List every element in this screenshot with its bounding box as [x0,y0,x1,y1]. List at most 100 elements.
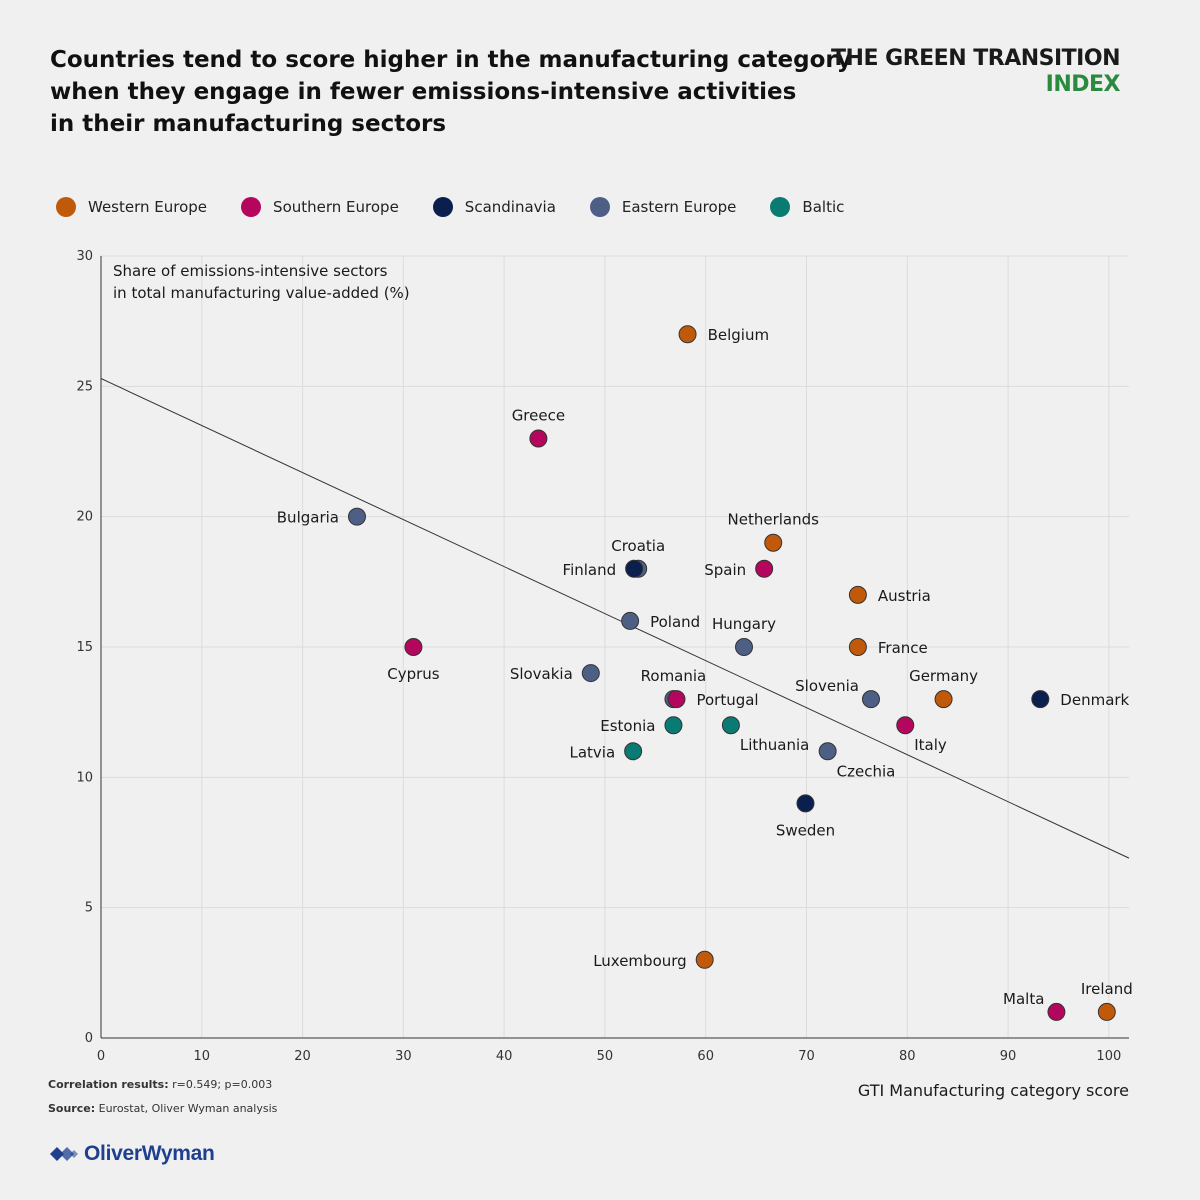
title-line-2: when they engage in fewer emissions-inte… [50,79,797,105]
point-label-romania: Romania [641,667,707,685]
point-label-estonia: Estonia [600,717,655,735]
title-line-1: Countries tend to score higher in the ma… [50,47,852,73]
x-tick-label: 20 [294,1049,311,1064]
point-belgium [678,325,697,344]
point-france [848,638,867,656]
point-germany [934,690,953,709]
y-tick-label: 15 [76,640,93,655]
brand-line-2: INDEX [1045,72,1121,97]
point-denmark [1031,690,1050,709]
x-tick-label: 0 [97,1049,105,1064]
point-cyprus [404,638,423,656]
point-lithuania [721,716,740,735]
source-note: Source: Eurostat, Oliver Wyman analysis [48,1102,277,1115]
point-bulgaria [347,507,366,526]
point-label-greece: Greece [512,406,565,424]
point-label-slovakia: Slovakia [510,665,573,683]
x-axis-label: GTI Manufacturing category score [857,1081,1129,1100]
source-value: Eurostat, Oliver Wyman analysis [98,1102,278,1115]
legend-swatch [56,197,76,217]
point-ireland [1097,1002,1116,1021]
point-label-denmark: Denmark [1060,691,1129,709]
y-tick-label: 5 [85,901,93,916]
point-label-croatia: Croatia [611,537,665,555]
y-tick-label: 0 [85,1031,93,1046]
oliver-wyman-mark-icon [50,1147,78,1161]
page-title: Countries tend to score higher in the ma… [50,44,852,140]
point-label-austria: Austria [878,587,931,605]
point-netherlands [764,533,783,552]
point-slovenia [861,690,880,709]
point-label-spain: Spain [704,561,746,579]
point-portugal [667,690,686,709]
point-label-sweden: Sweden [776,821,835,839]
legend-item-southern-europe: Southern Europe [241,197,399,217]
point-label-ireland: Ireland [1081,980,1133,998]
oliver-wyman-logo: OliverWyman [50,1140,215,1168]
point-label-luxembourg: Luxembourg [593,952,687,970]
y-axis-label: Share of emissions-intensive sectors [113,262,388,280]
point-greece [529,429,548,448]
legend-swatch [241,197,262,217]
title-line-3: in their manufacturing sectors [50,111,447,137]
x-tick-label: 50 [597,1049,614,1064]
point-label-malta: Malta [1003,990,1044,1008]
point-malta [1047,1002,1066,1021]
x-tick-label: 80 [899,1049,916,1064]
correlation-note: Correlation results: r=0.549; p=0.003 [48,1078,272,1091]
legend-label: Western Europe [88,198,208,216]
brand-logo: THE GREEN TRANSITION INDEX [831,46,1120,98]
point-label-bulgaria: Bulgaria [277,509,339,527]
point-latvia [624,742,643,761]
point-label-portugal: Portugal [696,691,758,709]
legend-label: Baltic [802,198,845,216]
source-label: Source: [48,1102,96,1115]
y-tick-label: 10 [76,770,93,785]
legend-swatch [770,197,791,217]
legend-item-western-europe: Western Europe [56,197,207,217]
point-label-netherlands: Netherlands [728,511,820,529]
x-tick-label: 60 [697,1049,714,1064]
point-estonia [664,716,683,735]
x-tick-label: 30 [395,1049,412,1064]
point-austria [848,585,867,604]
y-axis-label: in total manufacturing value-added (%) [113,284,410,302]
x-tick-label: 70 [798,1049,815,1064]
point-label-finland: Finland [563,561,617,579]
correlation-value: r=0.549; p=0.003 [172,1078,273,1091]
legend-swatch [589,197,610,217]
point-finland [625,559,644,578]
y-tick-label: 30 [76,249,93,264]
trend-line [100,378,1130,859]
point-label-czechia: Czechia [837,762,896,780]
point-italy [896,716,915,735]
y-tick-label: 25 [76,379,93,394]
point-label-hungary: Hungary [712,615,776,633]
point-czechia [818,742,837,761]
x-tick-label: 100 [1096,1049,1121,1064]
point-label-cyprus: Cyprus [387,665,440,683]
legend-label: Eastern Europe [621,198,737,216]
point-sweden [796,794,815,813]
point-spain [755,559,774,578]
x-tick-label: 10 [194,1049,211,1064]
point-label-germany: Germany [909,667,978,685]
x-tick-label: 90 [1000,1049,1017,1064]
legend: Western Europe Southern Europe Scandinav… [56,195,878,219]
legend-item-scandinavia: Scandinavia [432,197,556,217]
point-label-italy: Italy [914,736,947,754]
x-tick-label: 40 [496,1049,513,1064]
point-label-poland: Poland [650,613,700,631]
point-slovakia [581,664,600,683]
point-label-slovenia: Slovenia [795,677,859,695]
legend-item-baltic: Baltic [770,197,844,217]
point-label-lithuania: Lithuania [740,736,809,754]
point-label-latvia: Latvia [569,743,615,761]
point-hungary [735,638,754,656]
legend-label: Scandinavia [464,198,556,216]
legend-label: Southern Europe [273,198,399,216]
logo-text: OliverWyman [84,1142,215,1165]
legend-item-eastern-europe: Eastern Europe [589,197,737,217]
y-tick-label: 20 [76,510,93,525]
